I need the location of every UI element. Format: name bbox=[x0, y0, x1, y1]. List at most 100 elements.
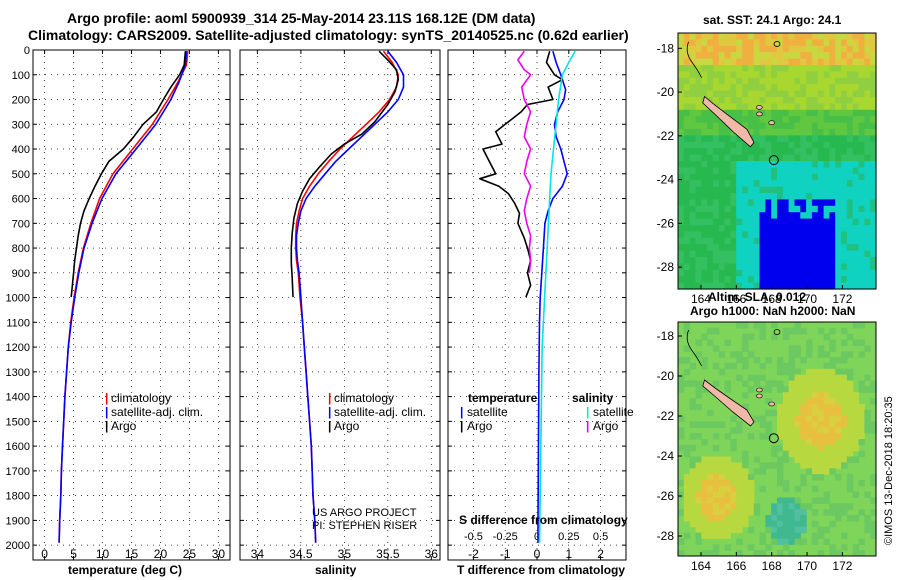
map-cell bbox=[817, 276, 825, 284]
map-cell bbox=[829, 231, 836, 239]
map-cell bbox=[823, 90, 830, 98]
map-cell bbox=[742, 122, 749, 130]
map-cell bbox=[864, 109, 871, 117]
map-cell bbox=[765, 244, 772, 252]
map-cell bbox=[835, 263, 842, 271]
map-cell bbox=[742, 141, 749, 149]
map-cell bbox=[730, 109, 737, 117]
map-cell bbox=[683, 167, 691, 175]
map-cell bbox=[678, 135, 685, 143]
map-cell bbox=[742, 257, 749, 264]
map-cell bbox=[806, 244, 813, 252]
map-cell bbox=[864, 205, 871, 213]
map-cell bbox=[753, 550, 761, 557]
map-cell bbox=[806, 398, 813, 405]
map-cell bbox=[794, 515, 801, 522]
map-cell bbox=[846, 116, 854, 124]
x-tick-label: 10 bbox=[96, 547, 110, 561]
map-cell bbox=[835, 403, 842, 411]
map-cell bbox=[701, 237, 708, 245]
map-cell bbox=[707, 231, 714, 239]
map-cell bbox=[683, 345, 691, 352]
series-line-temperature-argo bbox=[478, 50, 564, 298]
map-cell bbox=[829, 205, 836, 213]
map-cell bbox=[683, 135, 691, 143]
depth-tick-label: 400 bbox=[12, 144, 30, 156]
map-cell bbox=[718, 263, 726, 271]
map-cell bbox=[695, 116, 702, 124]
map-cell bbox=[707, 52, 714, 60]
map-cell bbox=[678, 269, 685, 277]
map-cell bbox=[782, 427, 790, 434]
map-cell bbox=[829, 403, 836, 411]
sla-map-frame bbox=[677, 321, 877, 557]
map-cell bbox=[846, 485, 854, 493]
map-cell bbox=[701, 462, 708, 469]
sst-field bbox=[678, 33, 877, 290]
map-cell bbox=[806, 339, 813, 346]
map-cell bbox=[835, 167, 842, 175]
map-x-tick-label: 164 bbox=[691, 292, 711, 306]
map-cell bbox=[724, 497, 731, 504]
map-cell bbox=[788, 439, 795, 446]
map-cell bbox=[678, 357, 685, 364]
map-cell bbox=[794, 52, 801, 60]
map-cell bbox=[806, 386, 813, 393]
map-cell bbox=[811, 161, 819, 168]
map-cell bbox=[817, 351, 825, 358]
map-cell bbox=[829, 462, 836, 469]
map-cell bbox=[678, 161, 685, 168]
map-cell bbox=[817, 173, 825, 181]
map-cell bbox=[794, 538, 801, 545]
map-cell bbox=[742, 380, 749, 387]
map-cell bbox=[841, 392, 848, 399]
map-cell bbox=[736, 167, 743, 175]
map-cell bbox=[841, 427, 848, 434]
map-cell bbox=[794, 45, 801, 53]
map-cell bbox=[747, 180, 755, 188]
map-cell bbox=[701, 33, 708, 40]
map-cell bbox=[683, 141, 691, 149]
map-cell bbox=[718, 84, 726, 92]
map-cell bbox=[788, 237, 795, 245]
map-cell bbox=[689, 52, 696, 60]
map-cell bbox=[707, 491, 714, 498]
series-line-climatology bbox=[58, 51, 189, 543]
map-cell bbox=[788, 77, 795, 85]
map-cell bbox=[800, 427, 807, 434]
map-cell bbox=[712, 135, 720, 143]
map-cell bbox=[841, 199, 848, 207]
depth-tick-label: 1200 bbox=[6, 342, 30, 354]
map-cell bbox=[841, 148, 848, 156]
map-cell bbox=[806, 122, 813, 130]
map-cell bbox=[782, 368, 790, 376]
map-cell bbox=[846, 392, 854, 399]
map-cell bbox=[870, 276, 877, 284]
map-y-tick-label: -20 bbox=[657, 369, 675, 383]
map-cell bbox=[753, 269, 761, 277]
map-cell bbox=[817, 450, 825, 458]
map-cell bbox=[800, 129, 807, 136]
map-cell bbox=[689, 154, 696, 162]
map-cell bbox=[823, 65, 830, 72]
map-cell bbox=[765, 231, 772, 239]
map-cell bbox=[788, 97, 795, 104]
map-cell bbox=[870, 167, 877, 175]
map-cell bbox=[712, 421, 720, 428]
map-cell bbox=[858, 39, 865, 47]
map-cell bbox=[718, 45, 726, 53]
depth-tick-label: 1100 bbox=[6, 317, 30, 329]
map-cell bbox=[864, 58, 871, 66]
map-cell bbox=[689, 263, 696, 271]
map-cell bbox=[852, 109, 860, 117]
map-cell bbox=[730, 444, 737, 452]
map-cell bbox=[800, 109, 807, 117]
map-cell bbox=[736, 186, 743, 194]
map-cell bbox=[870, 90, 877, 98]
map-cell bbox=[835, 257, 842, 264]
map-cell bbox=[782, 409, 790, 417]
map-cell bbox=[835, 193, 842, 200]
depth-tick-label: 1300 bbox=[6, 367, 30, 379]
map-cell bbox=[870, 193, 877, 200]
map-cell bbox=[841, 380, 848, 387]
